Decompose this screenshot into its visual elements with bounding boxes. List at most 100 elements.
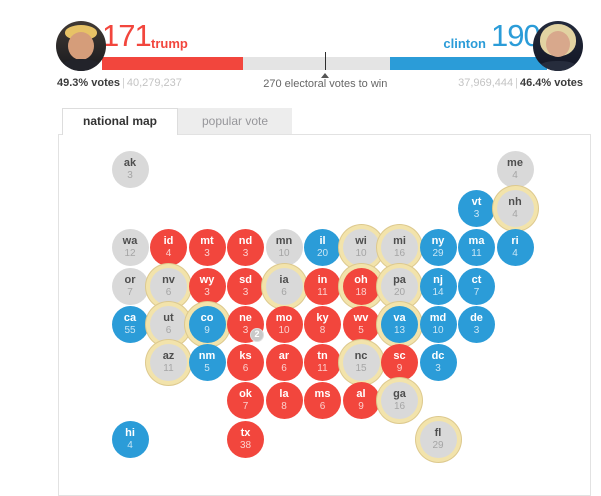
state-ny[interactable]: ny 29	[419, 228, 457, 266]
state-ks[interactable]: ks 6	[227, 343, 264, 381]
state-nd[interactable]: nd 3	[227, 228, 264, 266]
state-il[interactable]: il 20	[304, 228, 341, 266]
win-threshold-label: 270 electoral votes to win	[263, 78, 388, 90]
state-id[interactable]: id 4	[150, 228, 187, 266]
state-electoral-votes: 5	[204, 362, 210, 374]
state-al[interactable]: al 9	[342, 381, 380, 419]
state-abbr: nv	[162, 273, 175, 286]
state-mi[interactable]: mi 16	[381, 228, 418, 266]
state-ak[interactable]: ak 3	[111, 150, 149, 188]
state-oh[interactable]: oh 18	[342, 267, 380, 305]
state-sd[interactable]: sd 3	[227, 267, 264, 305]
state-hi[interactable]: hi 4	[111, 420, 149, 458]
clinton-bar-segment	[389, 57, 547, 70]
state-electoral-votes: 4	[512, 208, 518, 220]
state-wa[interactable]: wa 12	[111, 228, 149, 266]
state-abbr: dc	[431, 349, 445, 362]
state-electoral-votes: 14	[432, 286, 444, 298]
state-nc[interactable]: nc 15	[342, 343, 380, 381]
state-ar[interactable]: ar 6	[265, 343, 303, 381]
trump-electoral-count: 171	[102, 18, 152, 53]
state-mt[interactable]: mt 3	[188, 228, 226, 266]
state-abbr: wv	[353, 311, 369, 324]
state-wv[interactable]: wv 5	[342, 305, 380, 343]
state-electoral-votes: 13	[393, 324, 406, 336]
tab-national-map[interactable]: national map	[62, 108, 178, 135]
state-dc[interactable]: dc 3	[419, 343, 457, 381]
state-electoral-votes: 15	[355, 362, 367, 374]
state-electoral-votes: 20	[393, 286, 406, 298]
state-abbr: ky	[316, 311, 329, 324]
state-ok[interactable]: ok 7	[227, 381, 264, 419]
state-nh[interactable]: nh 4	[496, 189, 534, 227]
state-abbr: al	[356, 387, 366, 400]
trump-popular-vote-summary: 49.3% votes | 40,279,237	[57, 77, 182, 89]
state-az[interactable]: az 11	[150, 343, 187, 381]
state-ca[interactable]: ca 55	[111, 305, 149, 343]
state-electoral-votes: 3	[435, 362, 441, 374]
state-ky[interactable]: ky 8	[304, 305, 341, 343]
state-tn[interactable]: tn 11	[304, 343, 341, 381]
state-pa[interactable]: pa 20	[381, 267, 418, 305]
state-sc[interactable]: sc 9	[381, 343, 418, 381]
state-mn[interactable]: mn 10	[265, 228, 303, 266]
state-ma[interactable]: ma 11	[458, 228, 495, 266]
state-va[interactable]: va 13	[381, 305, 418, 343]
state-ms[interactable]: ms 6	[304, 381, 341, 419]
state-wi[interactable]: wi 10	[342, 228, 380, 266]
state-tx[interactable]: tx 38	[227, 420, 264, 458]
state-ia[interactable]: ia 6	[265, 267, 303, 305]
state-in[interactable]: in 11	[304, 267, 341, 305]
state-wy[interactable]: wy 3	[188, 267, 226, 305]
clinton-popular-votes: 37,969,444	[458, 77, 514, 89]
separator: |	[515, 77, 519, 89]
state-abbr: vt	[471, 195, 482, 208]
tab-popular-vote[interactable]: popular vote	[178, 108, 292, 134]
state-co[interactable]: co 9	[188, 305, 226, 343]
state-vt[interactable]: vt 3	[458, 189, 495, 227]
state-abbr: ny	[431, 234, 445, 247]
state-abbr: ia	[279, 273, 289, 286]
state-electoral-votes: 3	[204, 286, 210, 298]
state-electoral-votes: 9	[396, 362, 403, 374]
state-electoral-votes: 3	[242, 247, 249, 259]
state-abbr: ma	[468, 234, 485, 247]
state-or[interactable]: or 7	[111, 267, 149, 305]
state-abbr: ut	[163, 311, 174, 324]
state-district-badge: 2	[250, 327, 264, 342]
state-electoral-votes: 10	[278, 247, 290, 259]
state-fl[interactable]: fl 29	[419, 420, 457, 458]
state-abbr: ar	[278, 349, 290, 362]
state-electoral-votes: 29	[432, 247, 444, 259]
state-electoral-votes: 20	[316, 247, 329, 259]
state-abbr: ca	[123, 311, 137, 324]
trump-photo-face	[68, 32, 94, 60]
state-la[interactable]: la 8	[265, 381, 303, 419]
state-nm[interactable]: nm 5	[188, 343, 226, 381]
state-nv[interactable]: nv 6	[150, 267, 187, 305]
state-ut[interactable]: ut 6	[150, 305, 187, 343]
state-me[interactable]: me 4	[496, 150, 534, 188]
clinton-popular-vote-summary: 37,969,444 | 46.4% votes	[458, 77, 583, 89]
state-electoral-votes: 5	[358, 324, 364, 336]
state-abbr: de	[470, 311, 483, 324]
state-abbr: nm	[198, 349, 216, 362]
state-electoral-votes: 3	[242, 324, 249, 336]
state-ne[interactable]: ne 3 2	[227, 305, 264, 343]
state-abbr: ga	[393, 387, 406, 400]
state-md[interactable]: md 10	[419, 305, 457, 343]
state-de[interactable]: de 3	[458, 305, 495, 343]
state-electoral-votes: 29	[432, 439, 444, 451]
trump-popular-votes: 40,279,237	[126, 77, 182, 89]
state-ri[interactable]: ri 4	[496, 228, 534, 266]
state-abbr: md	[429, 311, 447, 324]
state-electoral-votes: 3	[473, 324, 480, 336]
state-ga[interactable]: ga 16	[381, 381, 418, 419]
state-abbr: tx	[240, 426, 251, 439]
state-ct[interactable]: ct 7	[458, 267, 495, 305]
state-mo[interactable]: mo 10	[265, 305, 303, 343]
state-electoral-votes: 10	[355, 247, 367, 259]
state-nj[interactable]: nj 14	[419, 267, 457, 305]
state-abbr: mn	[275, 234, 293, 247]
